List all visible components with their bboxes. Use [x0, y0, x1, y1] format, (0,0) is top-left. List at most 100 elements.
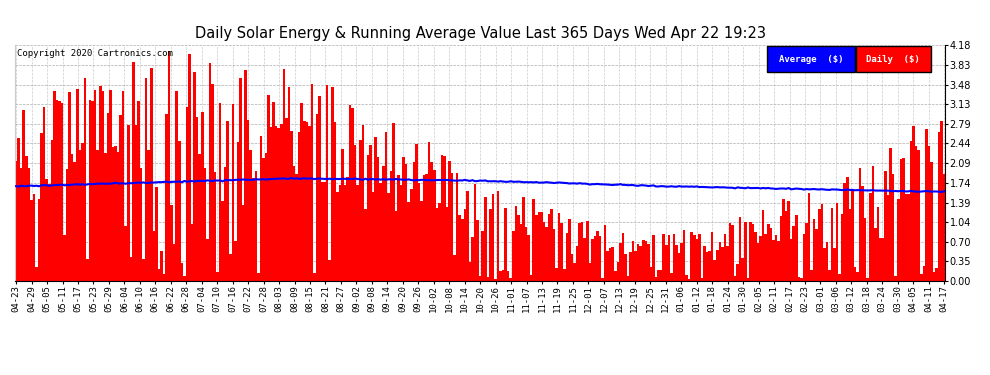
Bar	[570, 254, 573, 281]
Bar	[499, 272, 502, 281]
Bar	[936, 268, 938, 281]
Bar	[175, 91, 178, 281]
Bar	[538, 212, 541, 281]
Bar	[257, 273, 259, 281]
Bar	[716, 250, 719, 281]
Bar	[839, 274, 841, 281]
Bar	[892, 174, 894, 281]
Bar	[318, 96, 321, 281]
Bar	[910, 141, 913, 281]
Bar	[533, 198, 535, 281]
Bar	[931, 162, 933, 281]
Bar	[876, 207, 879, 281]
Bar	[219, 103, 222, 281]
Bar	[149, 68, 152, 281]
Bar	[522, 196, 525, 281]
Bar	[630, 252, 632, 281]
Bar	[76, 89, 78, 281]
Bar	[864, 219, 866, 281]
Bar	[643, 240, 644, 281]
Bar	[933, 272, 936, 281]
Bar	[280, 124, 282, 281]
Bar	[565, 232, 568, 281]
Bar	[599, 236, 601, 281]
Bar	[583, 238, 586, 281]
Bar	[191, 224, 193, 281]
Bar	[346, 177, 348, 281]
Bar	[109, 90, 112, 281]
Text: Daily  ($): Daily ($)	[866, 55, 921, 64]
Bar	[555, 268, 558, 281]
Bar	[711, 232, 714, 281]
Bar	[619, 243, 622, 281]
Bar	[222, 201, 224, 281]
Bar	[853, 267, 856, 281]
Bar	[33, 194, 36, 281]
Bar	[198, 154, 201, 281]
Bar	[632, 241, 635, 281]
Bar	[591, 238, 594, 281]
Bar	[721, 247, 724, 281]
Bar	[162, 274, 165, 281]
Bar	[408, 202, 410, 281]
Bar	[672, 234, 675, 281]
Bar	[135, 125, 138, 281]
Bar	[450, 173, 453, 281]
Bar	[701, 278, 703, 281]
Bar	[209, 63, 211, 281]
Bar	[232, 104, 234, 281]
Bar	[928, 146, 931, 281]
Bar	[821, 204, 823, 281]
Bar	[846, 177, 848, 281]
Bar	[91, 102, 94, 281]
Bar	[813, 219, 816, 281]
Bar	[889, 148, 892, 281]
Bar	[581, 222, 583, 281]
Bar	[160, 251, 162, 281]
Bar	[604, 225, 606, 281]
Bar	[66, 169, 68, 281]
Bar	[739, 217, 742, 281]
Bar	[614, 271, 617, 281]
Bar	[915, 146, 918, 281]
Bar	[392, 123, 395, 281]
Bar	[644, 241, 647, 281]
Bar	[780, 216, 782, 281]
Bar	[374, 136, 377, 281]
Bar	[744, 222, 746, 281]
Bar	[617, 262, 619, 281]
Bar	[902, 158, 905, 281]
Bar	[73, 162, 76, 281]
Bar	[369, 145, 372, 281]
Bar	[356, 185, 359, 281]
Bar	[227, 121, 229, 281]
Bar	[50, 140, 53, 281]
Bar	[331, 87, 334, 281]
Text: Average  ($): Average ($)	[779, 55, 843, 64]
Bar	[277, 128, 280, 281]
Bar	[415, 144, 418, 281]
Bar	[520, 224, 522, 281]
Bar	[774, 234, 777, 281]
Title: Daily Solar Energy & Running Average Value Last 365 Days Wed Apr 22 19:23: Daily Solar Energy & Running Average Val…	[195, 26, 765, 41]
Bar	[675, 244, 678, 281]
Bar	[647, 244, 649, 281]
Bar	[737, 264, 739, 281]
Bar	[117, 152, 120, 281]
Bar	[654, 277, 657, 281]
Bar	[290, 131, 293, 281]
Bar	[423, 175, 426, 281]
Bar	[703, 246, 706, 281]
Bar	[925, 129, 928, 281]
Bar	[749, 222, 751, 281]
Bar	[240, 78, 242, 281]
Bar	[510, 278, 512, 281]
Bar	[308, 126, 311, 281]
Bar	[586, 221, 588, 281]
Bar	[431, 162, 433, 281]
Bar	[165, 114, 168, 281]
Bar	[719, 242, 721, 281]
Bar	[696, 238, 698, 281]
Bar	[193, 72, 196, 281]
Bar	[507, 271, 510, 281]
